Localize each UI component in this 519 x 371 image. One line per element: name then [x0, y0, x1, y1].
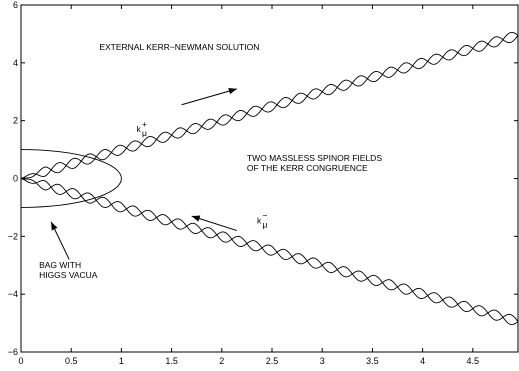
annotation-arrows: [50, 87, 238, 260]
y-tick-label: −4: [8, 289, 18, 299]
plot-frame: [20, 4, 519, 353]
y-tick-label: −2: [8, 231, 18, 241]
x-tick-label: 2: [219, 356, 224, 366]
x-tick-label: 2.5: [266, 356, 279, 366]
x-tick-label: 0.5: [65, 356, 78, 366]
annotation-two-massless-line: OF THE KERR CONGRUENCE: [247, 163, 368, 173]
annotation-k-minus-sub: μ: [262, 219, 267, 229]
annotation-bag-line: HIGGS VACUA: [39, 270, 98, 280]
arrow-upper-head: [228, 87, 237, 95]
chart-curves: [20, 31, 519, 326]
axis-tick-labels: 0 0.5 1 1.5 2 2.5 3 3.5 4 4.5 −6 −4 −2 0 2 4 6: [8, 0, 479, 366]
x-tick-label: 4.5: [467, 356, 480, 366]
x-tick-label: 0: [18, 356, 23, 366]
annotation-bag-line: BAG WITH: [39, 260, 81, 270]
upper-helix-strand-b: [20, 35, 519, 179]
upper-helix-strand-a: [20, 31, 519, 179]
y-tick-label: 0: [13, 174, 18, 184]
annotation-k-plus-sup: +: [142, 119, 147, 129]
arrow-lower-head: [191, 215, 201, 222]
annotation-k-plus-base: k: [136, 124, 141, 134]
y-tick-label: 4: [13, 58, 18, 68]
x-tick-label: 3: [320, 356, 325, 366]
x-tick-label: 4: [420, 356, 425, 366]
annotation-two-massless-line: TWO MASSLESS SPINOR FIELDS: [247, 153, 382, 163]
x-tick-label: 1: [119, 356, 124, 366]
bag-ellipse: [21, 149, 122, 208]
y-tick-label: 6: [13, 0, 18, 10]
lower-helix-strand-b: [20, 178, 519, 326]
y-tick-label: 2: [13, 116, 18, 126]
arrow-upper-shaft: [181, 88, 238, 106]
x-tick-label: 1.5: [165, 356, 178, 366]
annotation-k-plus-sub: μ: [142, 128, 147, 138]
x-tick-label: 3.5: [366, 356, 379, 366]
arrow-bag-head: [51, 221, 58, 231]
annotation-external-line: EXTERNAL KERR−NEWMAN SOLUTION: [99, 42, 259, 52]
lower-helix-strand-a: [20, 178, 519, 322]
y-tick-label: −6: [8, 347, 18, 357]
annotation-k-minus-base: k: [257, 215, 262, 225]
annotation-k-minus-sup: −: [262, 210, 267, 220]
